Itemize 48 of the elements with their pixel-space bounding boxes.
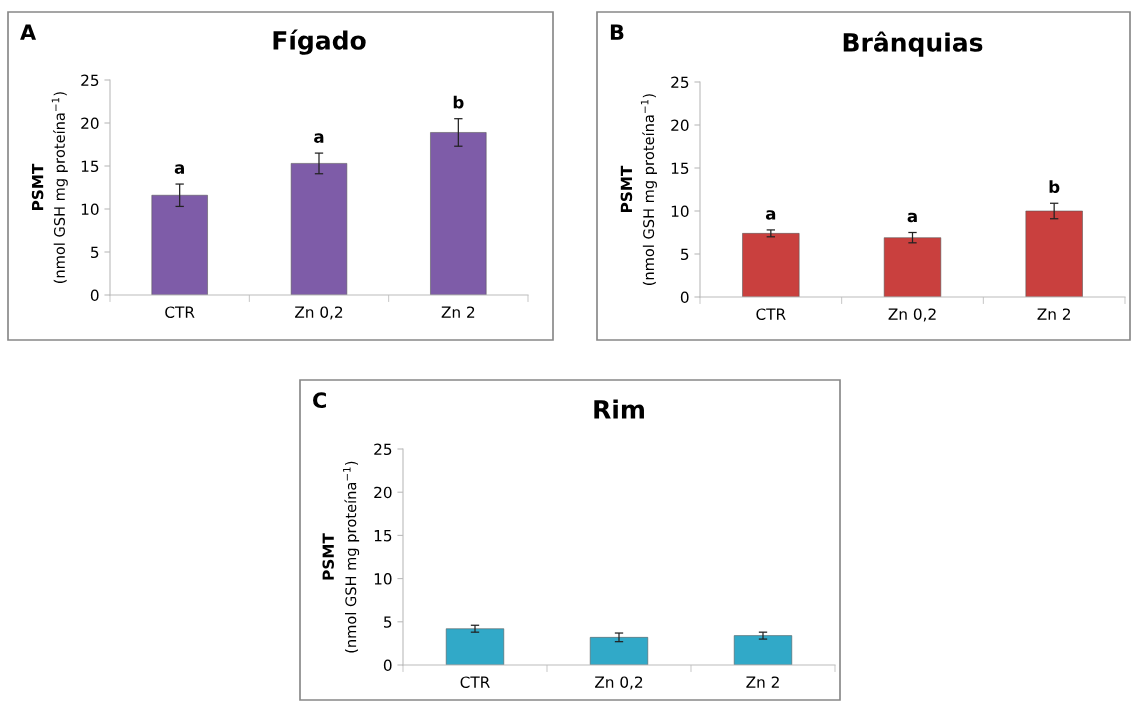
text: C	[313, 392, 326, 409]
y-tick-label: 15	[81, 160, 99, 173]
annotation: a	[907, 212, 917, 223]
x-tick-label: Zn 2	[441, 306, 475, 318]
x-tick-label: CTR	[165, 306, 195, 318]
chart-title: Rim	[594, 399, 644, 419]
y-tick-label: 0	[90, 289, 99, 302]
y-tick-label: 15	[374, 530, 392, 542]
bar	[151, 194, 208, 295]
y-tick-label: 0	[383, 659, 392, 672]
chart-title: Fígado	[273, 29, 366, 55]
y-tick-label: 0	[680, 291, 689, 304]
chart-title: Brânquias	[843, 31, 983, 57]
y-tick-label: 15	[671, 162, 689, 175]
y-tick-label: 20	[671, 119, 689, 132]
y-tick-label: 5	[91, 246, 99, 259]
y-tick-label: 5	[384, 616, 392, 628]
y-tick-label: 25	[374, 443, 392, 456]
x-tick-label: Zn 0,2	[595, 676, 643, 690]
annotation: b	[1049, 180, 1060, 194]
x-tick-label: Zn 0,2	[295, 306, 343, 320]
bar	[1025, 210, 1083, 297]
y-tick-label: 20	[374, 486, 392, 499]
x-tick-label: Zn 0,2	[888, 308, 936, 322]
x-tick-label: Zn 2	[746, 676, 779, 688]
y-tick-label: 25	[671, 76, 689, 89]
y-tick-label: 5	[681, 248, 689, 261]
x-tick-label: Zn 2	[1037, 308, 1070, 320]
x-tick-label: CTR	[460, 676, 490, 688]
bar	[290, 163, 348, 295]
annotation: a	[174, 164, 184, 174]
y-tick-label: 25	[81, 74, 99, 87]
y-axis-title: PSMT (nmol GSH mg proteína$^{−1}$)	[620, 94, 657, 286]
bar	[742, 233, 800, 297]
bar	[883, 237, 942, 297]
text: A	[20, 24, 37, 40]
x-tick-label: CTR	[756, 308, 786, 320]
annotation: b	[453, 95, 464, 109]
annotation: a	[314, 133, 324, 143]
y-tick-label: 10	[374, 573, 392, 585]
annotation: a	[765, 210, 776, 220]
text: B	[610, 24, 624, 40]
bar	[430, 132, 487, 295]
y-axis-title: PSMT (nmol GSH mg proteína$^{−1}$)	[322, 461, 360, 653]
y-tick-label: 10	[671, 205, 689, 218]
y-tick-label: 10	[81, 203, 99, 216]
y-tick-label: 20	[81, 117, 99, 130]
y-axis-title: PSMT (nmol GSH mg proteína$^{−1}$)	[31, 92, 68, 284]
